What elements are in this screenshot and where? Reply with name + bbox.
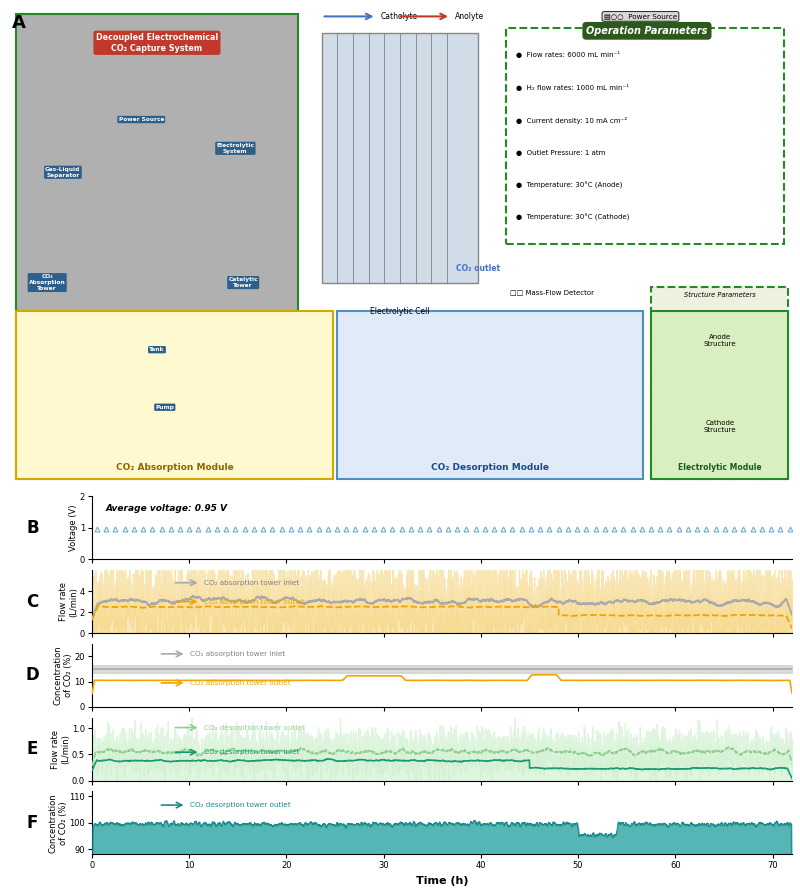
Y-axis label: Concentration
of CO₂ (%): Concentration of CO₂ (%)	[54, 646, 73, 705]
Text: F: F	[27, 813, 38, 832]
FancyBboxPatch shape	[651, 288, 788, 480]
Text: Power Source: Power Source	[118, 117, 164, 122]
Text: Average voltage: 0.95 V: Average voltage: 0.95 V	[106, 504, 228, 513]
Text: Electrolytic Cell: Electrolytic Cell	[370, 306, 430, 315]
Text: ●  Temperature: 30°C (Cathode): ● Temperature: 30°C (Cathode)	[516, 214, 630, 221]
Text: ●  Temperature: 30°C (Anode): ● Temperature: 30°C (Anode)	[516, 182, 622, 189]
Text: Catholyte: Catholyte	[381, 12, 418, 21]
Text: CO₂ outlet: CO₂ outlet	[456, 264, 501, 273]
Text: CO₂ absorption tower inlet: CO₂ absorption tower inlet	[190, 651, 286, 657]
Text: CO₂ Desorption Module: CO₂ Desorption Module	[431, 463, 549, 472]
Text: D: D	[26, 666, 39, 685]
FancyBboxPatch shape	[506, 28, 784, 244]
Text: Decoupled Electrochemical
CO₂ Capture System: Decoupled Electrochemical CO₂ Capture Sy…	[96, 33, 218, 52]
Text: ●  H₂ flow rates: 1000 mL min⁻¹: ● H₂ flow rates: 1000 mL min⁻¹	[516, 83, 629, 91]
FancyBboxPatch shape	[338, 312, 643, 480]
Text: CO₂ Absorption Module: CO₂ Absorption Module	[116, 463, 234, 472]
FancyBboxPatch shape	[16, 14, 298, 480]
Y-axis label: Flow rate
(L/min): Flow rate (L/min)	[59, 583, 78, 621]
Text: ▤○○  Power Source: ▤○○ Power Source	[604, 13, 677, 20]
Text: CO₂ desorption tower inlet: CO₂ desorption tower inlet	[204, 749, 299, 755]
Text: ●  Outlet Pressure: 1 atm: ● Outlet Pressure: 1 atm	[516, 149, 606, 155]
Text: Cathode
Structure: Cathode Structure	[703, 420, 736, 433]
Text: Electrolytic Module: Electrolytic Module	[678, 463, 762, 472]
FancyBboxPatch shape	[651, 312, 788, 480]
Text: ●  Current density: 10 mA cm⁻²: ● Current density: 10 mA cm⁻²	[516, 116, 627, 123]
Y-axis label: Voltage (V): Voltage (V)	[70, 504, 78, 551]
Y-axis label: Flow rate
(L/min): Flow rate (L/min)	[51, 730, 70, 768]
X-axis label: Time (h): Time (h)	[416, 876, 468, 885]
Text: B: B	[26, 519, 39, 537]
FancyBboxPatch shape	[322, 33, 478, 282]
Text: Structure Parameters: Structure Parameters	[684, 292, 756, 298]
Text: C: C	[26, 592, 38, 611]
Text: Pump: Pump	[155, 405, 174, 409]
Text: A: A	[12, 14, 26, 32]
Text: CO₂ absorption tower outlet: CO₂ absorption tower outlet	[190, 680, 290, 686]
Text: Gas-Liquid
Separator: Gas-Liquid Separator	[45, 167, 81, 178]
Text: Catalytic
Tower: Catalytic Tower	[228, 277, 258, 288]
Text: E: E	[27, 740, 38, 758]
Text: Tank: Tank	[150, 347, 165, 353]
Text: CO₂ absorption tower outlet: CO₂ absorption tower outlet	[204, 599, 305, 605]
Text: □□ Mass-Flow Detector: □□ Mass-Flow Detector	[510, 289, 594, 295]
Text: CO₂ desorption tower outlet: CO₂ desorption tower outlet	[204, 725, 305, 731]
Text: Anode
Structure: Anode Structure	[703, 334, 736, 346]
Text: Operation Parameters: Operation Parameters	[586, 26, 708, 36]
Text: CO₂
Absorption
Tower: CO₂ Absorption Tower	[29, 274, 66, 291]
Text: Electrolytic
System: Electrolytic System	[216, 143, 254, 154]
Text: CO₂ desorption tower outlet: CO₂ desorption tower outlet	[190, 802, 290, 808]
Text: CO₂ absorption tower inlet: CO₂ absorption tower inlet	[204, 580, 299, 586]
Text: ●  Flow rates: 6000 mL min⁻¹: ● Flow rates: 6000 mL min⁻¹	[516, 52, 620, 59]
FancyBboxPatch shape	[16, 312, 334, 480]
Text: Anolyte: Anolyte	[455, 12, 484, 21]
Y-axis label: Concentration
of CO₂ (%): Concentration of CO₂ (%)	[49, 793, 68, 852]
